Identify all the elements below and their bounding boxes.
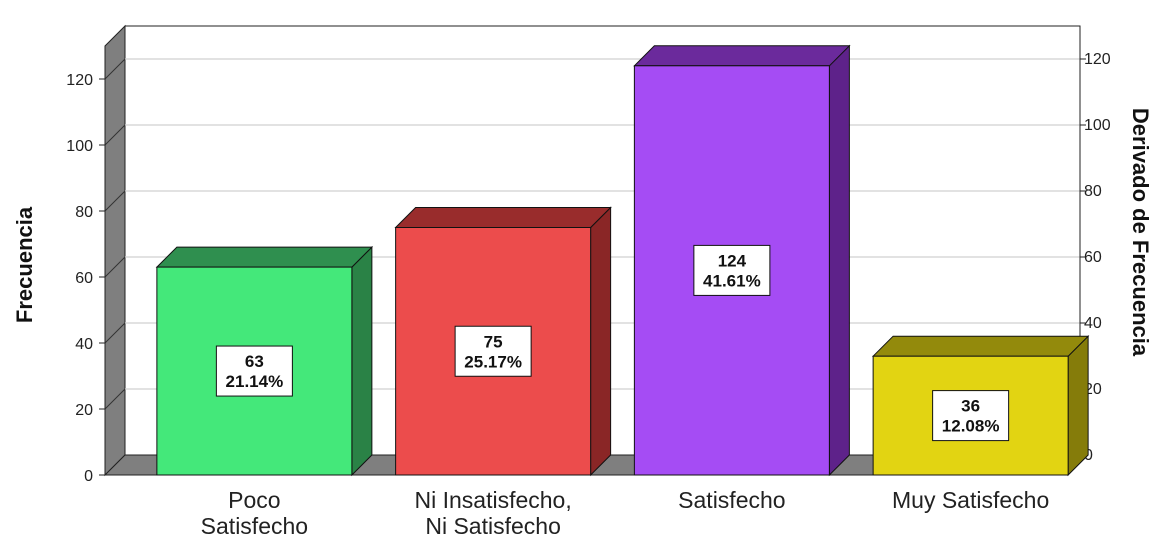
data-label-count: 75: [484, 332, 503, 351]
y-tick-label: 120: [66, 72, 93, 89]
y-tick-label: 80: [75, 204, 93, 221]
bar-side: [590, 206, 612, 477]
data-label-box: [215, 345, 293, 397]
bars: [155, 44, 1090, 477]
data-label-box: [693, 244, 771, 296]
gridline-depth: [104, 124, 126, 146]
category-label: Muy Satisfecho: [892, 487, 1049, 513]
gridline-depth: [104, 58, 126, 80]
bar-side: [1067, 334, 1089, 477]
y2-tick-label: 80: [1084, 183, 1102, 200]
data-label-count: 63: [245, 352, 264, 371]
y-tick-label: 0: [84, 468, 93, 485]
gridline-depth: [104, 256, 126, 278]
category-label: Poco: [228, 487, 280, 513]
gridline-depth: [104, 322, 126, 344]
data-label-count: 36: [961, 397, 980, 416]
bar-top: [155, 246, 374, 268]
data-label-count: 124: [718, 251, 747, 270]
category-label: Satisfecho: [678, 487, 785, 513]
y2-tick-label: 40: [1084, 315, 1102, 332]
category-label: Ni Insatisfecho,: [415, 487, 572, 513]
category-label: Satisfecho: [201, 513, 308, 539]
category-label: Ni Satisfecho: [425, 513, 561, 539]
y-axis-ticks: 0 20 40 60 80 100 120: [66, 46, 106, 485]
y2-tick-label: 100: [1084, 117, 1111, 134]
data-label-percent: 41.61%: [703, 271, 761, 290]
gridline-depth: [104, 388, 126, 410]
data-label-percent: 12.08%: [942, 417, 1000, 436]
data-label-percent: 21.14%: [226, 372, 284, 391]
data-label-box: [932, 390, 1010, 442]
bar-top: [394, 207, 612, 228]
y-tick-label: 40: [75, 336, 93, 353]
y-tick-label: 100: [66, 138, 93, 155]
bar: [633, 44, 851, 477]
left-wall: [104, 24, 126, 477]
data-label-box: [454, 325, 532, 377]
bar-top: [871, 335, 1090, 357]
y2-axis-title: Derivado de Frecuencia: [1128, 108, 1153, 357]
y2-tick-label: 120: [1084, 51, 1111, 68]
y-axis-title: Frecuencia: [12, 206, 37, 323]
bar-side: [828, 44, 850, 477]
y-tick-label: 20: [75, 402, 93, 419]
y-tick-label: 60: [75, 270, 93, 287]
gridline-depth: [104, 190, 126, 212]
bar-top: [633, 45, 851, 67]
y2-tick-label: 0: [1084, 447, 1093, 464]
bar-side: [351, 245, 373, 477]
data-label-percent: 25.17%: [464, 352, 522, 371]
y2-tick-label: 60: [1084, 249, 1102, 266]
